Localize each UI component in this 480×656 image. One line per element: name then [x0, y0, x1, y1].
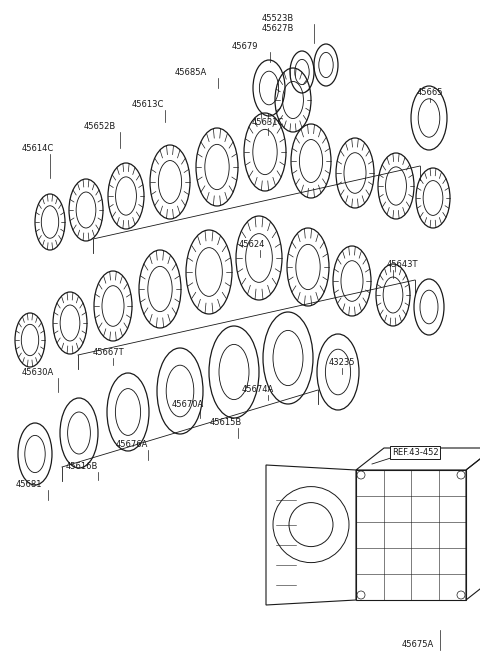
Text: 45681: 45681 [16, 480, 43, 489]
Text: 45652B: 45652B [84, 122, 116, 131]
Text: 45615B: 45615B [210, 418, 242, 427]
Text: 45667T: 45667T [92, 348, 124, 357]
Text: 45665: 45665 [417, 88, 443, 97]
Text: 45614C: 45614C [22, 144, 54, 153]
Text: 45613C: 45613C [132, 100, 164, 109]
Text: 45670A: 45670A [172, 400, 204, 409]
Text: 45630A: 45630A [22, 368, 54, 377]
Text: 45674A: 45674A [242, 385, 274, 394]
Text: 45675A: 45675A [402, 640, 434, 649]
Text: 45616B: 45616B [66, 462, 98, 471]
Text: 45631C: 45631C [252, 118, 284, 127]
Text: 45685A: 45685A [175, 68, 207, 77]
Text: 45523B
45627B: 45523B 45627B [262, 14, 294, 33]
Text: 43235: 43235 [329, 358, 355, 367]
Text: 45679: 45679 [232, 42, 258, 51]
Text: 45643T: 45643T [386, 260, 418, 269]
Text: 45624: 45624 [239, 240, 265, 249]
Text: REF.43-452: REF.43-452 [392, 448, 439, 457]
Text: 45676A: 45676A [116, 440, 148, 449]
